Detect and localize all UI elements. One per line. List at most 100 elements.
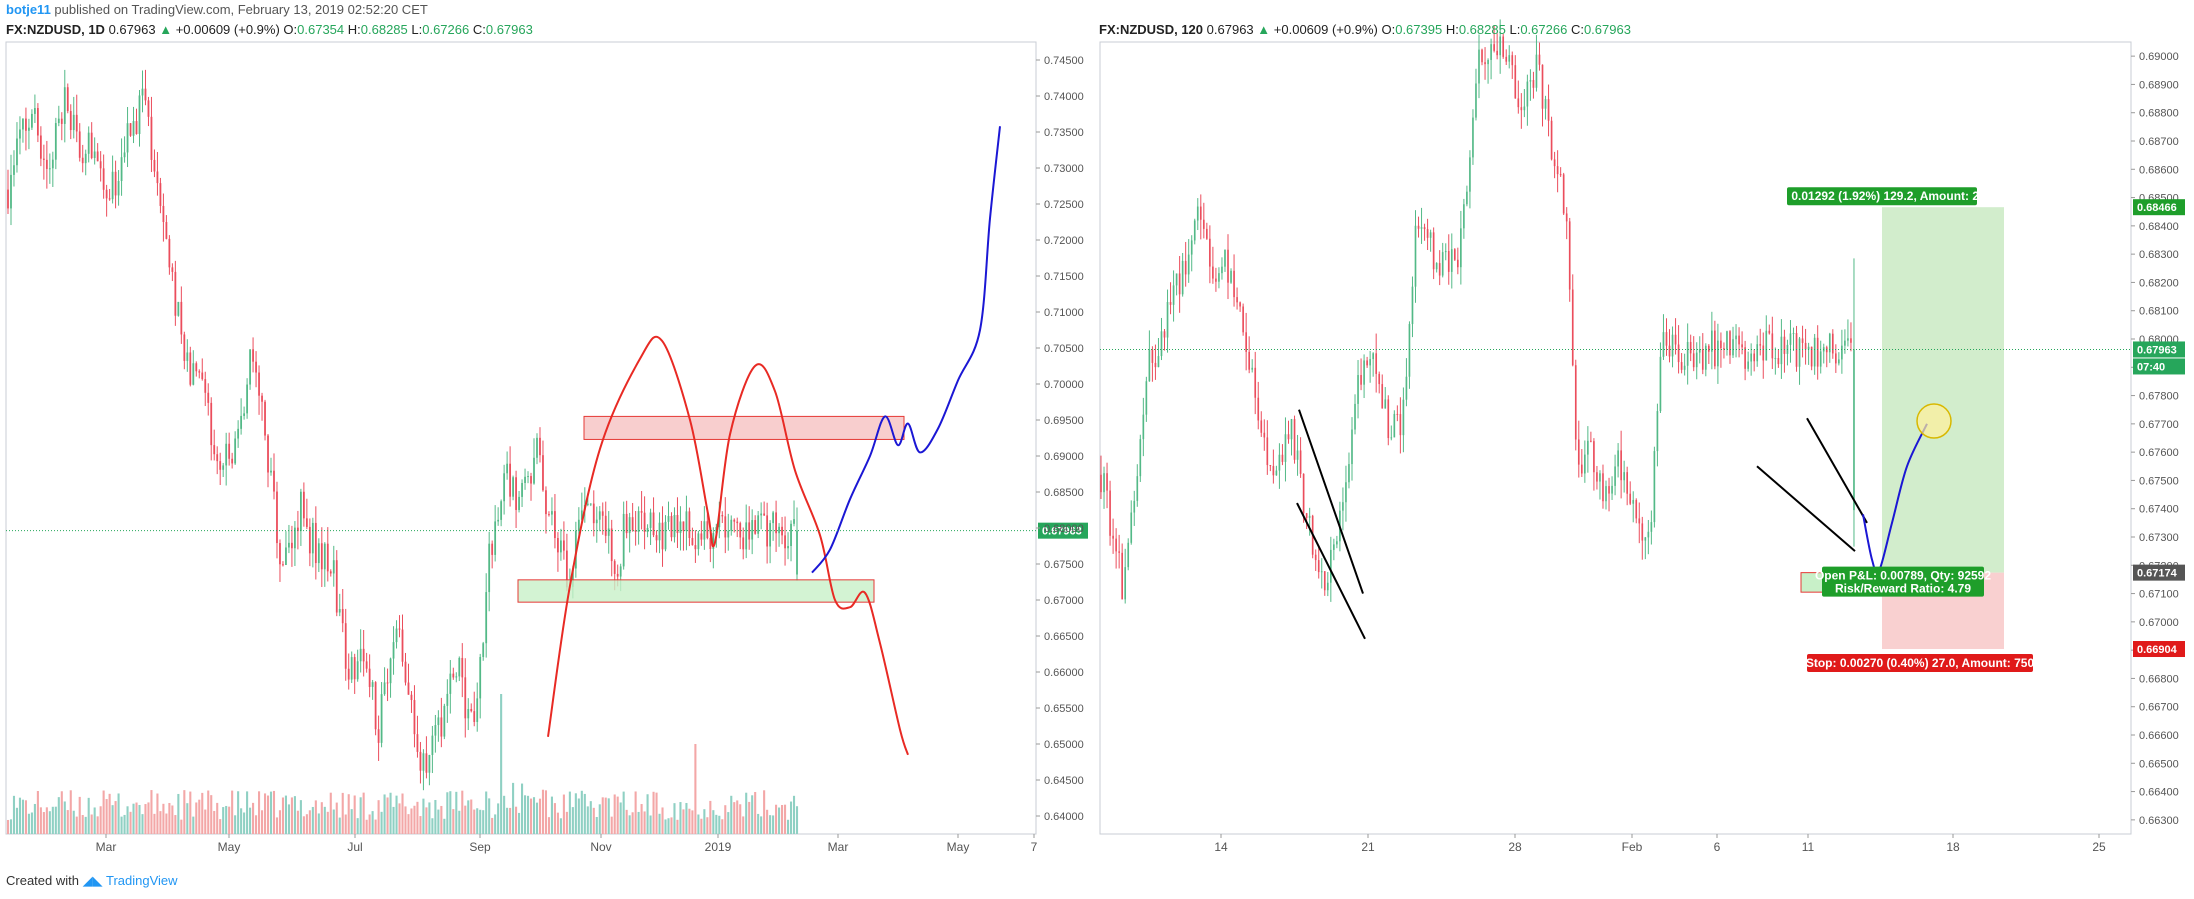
legend-symbol: FX:NZDUSD, 120 (1099, 22, 1204, 37)
volume-bar (365, 819, 368, 834)
candle-body (625, 513, 628, 534)
volume-bar (745, 792, 748, 834)
y-tick-label: 0.66400 (2139, 787, 2179, 799)
candle-body (580, 510, 583, 520)
candle-body (195, 363, 198, 372)
y-tick-label: 0.72500 (1044, 199, 1084, 211)
120min-chart-svg[interactable]: Target: 0.01292 (1.92%) 129.2, Amount: 2… (1097, 0, 2194, 875)
candle-body (1701, 349, 1704, 370)
candle-body (1838, 359, 1840, 364)
daily-chart-panel[interactable]: 0.67963 0.74500 0.74000 0.73500 0.73000 0.725… (0, 0, 1097, 875)
y-tick-label: 0.67500 (1044, 559, 1084, 571)
candle-body (1136, 476, 1139, 501)
candle-body (455, 676, 458, 678)
legend-high-label: H: (1445, 22, 1459, 37)
volume-bar (583, 793, 586, 834)
volume-bar (216, 802, 219, 834)
candle-body (440, 717, 443, 737)
y-tick-label: 0.68800 (2139, 108, 2179, 120)
volume-bar (210, 795, 213, 834)
y-tick-label: 0.71500 (1044, 271, 1084, 283)
target-price-text: 0.68466 (2137, 202, 2177, 214)
candle-body (25, 118, 27, 131)
candle-body (1472, 117, 1474, 158)
candle-body (1505, 56, 1508, 62)
candle-body (673, 514, 676, 538)
candle-body (1172, 285, 1175, 305)
target-zone (1882, 207, 2004, 573)
volume-bar (580, 790, 583, 834)
candle-body (1541, 64, 1544, 109)
candle-body (1484, 62, 1486, 65)
candle-body (655, 535, 658, 541)
candle-body (54, 123, 57, 160)
candle-body (1547, 99, 1550, 121)
candle-body (1641, 523, 1644, 541)
candle-body (1623, 472, 1625, 481)
candle-body (338, 609, 341, 613)
120min-chart-panel[interactable]: Target: 0.01292 (1.92%) 129.2, Amount: 2… (1097, 0, 2194, 875)
candle-body (1562, 174, 1565, 214)
x-tick-label: 14 (1214, 840, 1228, 854)
candle-body (1254, 367, 1257, 398)
candle-body (688, 511, 691, 539)
candle-body (1677, 344, 1680, 363)
candle-body (96, 151, 99, 162)
candle-body (419, 751, 422, 771)
candle-body (601, 511, 604, 516)
volume-bar (174, 815, 177, 834)
y-tick-label: 0.66600 (2139, 730, 2179, 742)
candle-body (1499, 36, 1501, 56)
candle-body (1538, 54, 1541, 65)
volume-bar (204, 809, 207, 834)
target-label: Target: 0.01292 (1.92%) 129.2, Amount: 2… (1748, 187, 2016, 206)
x-tick-label: 11 (1802, 840, 1815, 854)
volume-bar (419, 816, 422, 834)
author-link[interactable]: botje11 (6, 2, 51, 17)
volume-bar (649, 815, 652, 834)
candle-body (365, 661, 368, 669)
x-tick-label: 6 (1714, 840, 1721, 854)
candle-body (1671, 334, 1674, 357)
tradingview-logo-icon[interactable]: ◢◣ (82, 873, 103, 888)
candle-body (1148, 349, 1151, 382)
volume-bar (126, 806, 129, 834)
volume-bar (598, 804, 601, 834)
candle-body (1665, 332, 1668, 346)
candle-body (1450, 249, 1453, 272)
y-tick-label: 0.65000 (1044, 739, 1084, 751)
candle-body (1142, 414, 1145, 440)
tradingview-link[interactable]: TradingView (106, 873, 178, 888)
daily-chart-svg[interactable]: 0.67963 0.74500 0.74000 0.73500 0.73000 0.725… (0, 0, 1097, 875)
candle-body (147, 100, 150, 117)
candle-body (57, 118, 60, 124)
volume-bar (712, 810, 715, 834)
candle-body (494, 521, 497, 555)
candle-body (1314, 554, 1317, 561)
volume-bar (24, 800, 27, 834)
candle-body (485, 592, 488, 644)
candle-body (261, 395, 263, 402)
x-tick-label: Jul (347, 840, 362, 854)
candle-body (586, 503, 589, 505)
candle-body (661, 522, 664, 550)
candle-body (458, 657, 461, 677)
candle-body (598, 511, 601, 520)
trendline-upper-1 (1298, 409, 1364, 594)
candle-body (81, 157, 84, 164)
volume-bar (523, 795, 527, 834)
candle-body (204, 379, 207, 393)
candle-body (1260, 420, 1263, 433)
candle-body (548, 514, 550, 516)
candle-body (1453, 249, 1456, 260)
legend-low: 0.67266 (1520, 22, 1568, 37)
pnl-label-text: Risk/Reward Ratio: 4.79 (1835, 582, 1971, 596)
volume-bar (658, 813, 661, 834)
y-tick-label: 0.68300 (2139, 249, 2179, 261)
candle-body (1106, 473, 1108, 491)
candle-body (135, 121, 138, 134)
volume-bar (437, 809, 440, 834)
volume-bar (60, 791, 63, 834)
volume-bar (401, 793, 404, 834)
candle-body (787, 546, 789, 549)
